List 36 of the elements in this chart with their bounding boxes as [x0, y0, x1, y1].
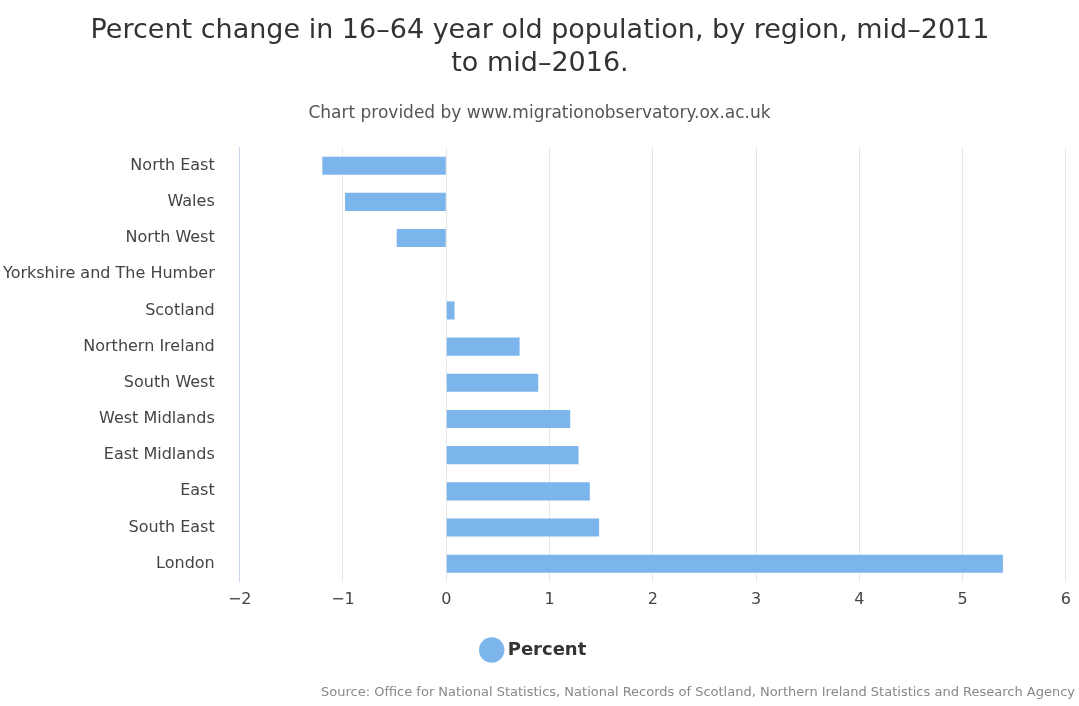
y-tick-label: East Midlands: [103, 444, 215, 464]
x-tick-label: 1: [544, 588, 555, 608]
x-tick-label: 5: [957, 588, 968, 608]
x-tick-label: 6: [1060, 588, 1071, 608]
chart-subtitle: Chart provided by www.migrationobservatory.ox.ac.uk: [307, 102, 772, 122]
bar: [446, 337, 520, 356]
y-tick-label: Yorkshire and The Humber: [1, 263, 216, 283]
x-tick-label: 3: [751, 588, 762, 608]
x-tick-label: 4: [854, 588, 865, 608]
bar: [446, 409, 571, 429]
y-tick-label: Scotland: [145, 299, 215, 319]
y-tick-label: North East: [130, 154, 215, 174]
bar: [322, 156, 446, 175]
x-tick-label: 0: [441, 588, 452, 608]
y-tick-label: North West: [125, 227, 215, 247]
y-tick-label: West Midlands: [99, 408, 215, 428]
bar: [446, 446, 579, 465]
bar: [396, 229, 446, 248]
bar: [446, 301, 455, 320]
y-tick-label: East: [180, 480, 215, 500]
bar: [446, 554, 1003, 573]
bar: [446, 518, 600, 537]
y-tick-label: London: [156, 552, 215, 572]
bar: [345, 192, 446, 211]
bar: [446, 373, 539, 392]
y-tick-label: Wales: [167, 191, 215, 211]
legend-label: Percent: [507, 637, 587, 659]
y-tick-label: Northern Ireland: [83, 335, 215, 355]
y-tick-label: South East: [128, 516, 215, 536]
source-note: Source: Office for National Statistics, National Records of Scotland, Northern Ireland Statistics and Research Agency: [321, 684, 1075, 699]
x-tick-label: 2: [647, 588, 658, 608]
bar: [446, 482, 590, 501]
x-tick-label: −1: [331, 588, 355, 608]
x-tick-label: −2: [227, 588, 252, 608]
chart-title: Percent change in 16–64 year old population, by region, mid–2011 to mid–2016.: [90, 12, 990, 78]
y-tick-label: South West: [123, 371, 215, 391]
